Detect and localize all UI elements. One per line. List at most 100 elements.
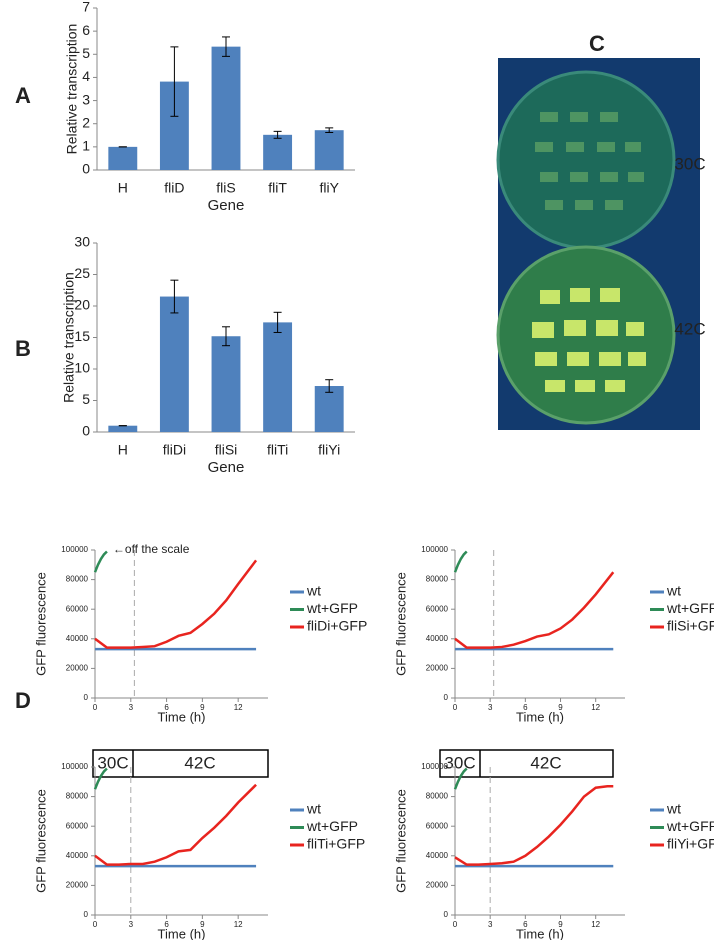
plate-image — [496, 58, 700, 430]
legend-label: fliDi+GFP — [307, 618, 367, 634]
x-axis-title: Time (h) — [158, 709, 206, 724]
y-tick-label: 0 — [84, 910, 89, 919]
x-tick-label: fliTi — [267, 442, 288, 458]
bar — [314, 386, 344, 432]
timeline-box — [439, 749, 614, 778]
y-axis-title: GFP fluorescence — [33, 789, 48, 893]
y-axis-title: Relative transcription — [64, 24, 80, 155]
y-tick-label: 0 — [82, 161, 90, 177]
timeline-label: 30C — [444, 753, 475, 772]
bar — [211, 336, 241, 432]
y-axis-title: GFP fluorescence — [33, 572, 48, 676]
y-tick-label: 60000 — [66, 604, 89, 613]
x-tick-label: 6 — [164, 920, 169, 929]
y-tick-label: 10 — [74, 360, 90, 376]
data-line — [94, 783, 257, 866]
y-axis-title: GFP fluorescence — [393, 572, 408, 676]
legend-label: fliYi+GFP — [667, 836, 714, 852]
y-tick-label: 60000 — [66, 821, 89, 830]
bar — [159, 296, 189, 432]
condition-label: 30C — [674, 154, 705, 173]
x-tick-label: H — [118, 442, 128, 458]
legend-label: wt — [666, 801, 681, 817]
legend-label: wt+GFP — [306, 818, 358, 834]
y-tick-label: 60000 — [426, 604, 449, 613]
legend-label: fliSi+GFP — [667, 618, 714, 634]
legend-label: fliTi+GFP — [307, 836, 365, 852]
y-axis-title: Relative transcription — [61, 272, 77, 403]
y-tick-label: 2 — [82, 114, 90, 130]
legend-label: wt+GFP — [666, 818, 714, 834]
panel-label: D — [15, 688, 31, 713]
legend-label: wt+GFP — [666, 600, 714, 616]
y-tick-label: 20000 — [426, 664, 449, 673]
y-tick-label: 40000 — [426, 851, 449, 860]
y-tick-label: 100000 — [61, 545, 88, 554]
y-tick-label: 40000 — [66, 634, 89, 643]
y-tick-label: 4 — [82, 68, 90, 84]
y-tick-label: 15 — [74, 328, 90, 344]
x-tick-label: fliD — [164, 180, 184, 196]
y-tick-label: 0 — [84, 693, 89, 702]
x-tick-label: 3 — [129, 920, 134, 929]
x-tick-label: fliDi — [163, 442, 186, 458]
x-tick-label: 12 — [234, 920, 243, 929]
x-tick-label: 9 — [558, 703, 563, 712]
x-tick-label: fliS — [216, 180, 235, 196]
y-tick-label: 40000 — [66, 851, 89, 860]
y-tick-label: 40000 — [426, 634, 449, 643]
bar — [263, 134, 293, 170]
y-tick-label: 80000 — [66, 575, 89, 584]
y-tick-label: 100000 — [421, 545, 448, 554]
timeline-label: 42C — [184, 753, 215, 772]
y-tick-label: 5 — [82, 45, 90, 61]
data-line — [94, 559, 258, 649]
data-line — [93, 767, 108, 790]
x-axis-title: Gene — [208, 459, 245, 476]
timeline: 30C 42C — [439, 749, 614, 778]
panel-label: A — [15, 83, 31, 108]
y-tick-label: 20 — [74, 297, 90, 313]
x-axis-title: Time (h) — [516, 926, 564, 940]
y-tick-label: 60000 — [426, 821, 449, 830]
x-tick-label: 3 — [488, 920, 493, 929]
y-tick-label: 5 — [82, 391, 90, 407]
x-tick-label: 12 — [591, 703, 600, 712]
y-axis-title: GFP fluorescence — [393, 789, 408, 893]
bar — [314, 130, 344, 170]
x-tick-label: 9 — [200, 920, 205, 929]
timeline-box — [92, 749, 269, 778]
x-tick-label: 6 — [523, 920, 528, 929]
plate-top — [496, 70, 676, 250]
data-line — [454, 784, 614, 866]
y-tick-label: 80000 — [426, 575, 449, 584]
y-tick-label: 1 — [82, 138, 90, 154]
x-tick-label: 6 — [164, 703, 169, 712]
y-tick-label: 80000 — [426, 792, 449, 801]
colonies-top — [535, 112, 644, 210]
data-line — [453, 767, 468, 790]
timeline: 30C 42C — [92, 749, 269, 778]
x-axis-title: Time (h) — [158, 926, 206, 940]
condition-label: 42C — [674, 319, 705, 338]
x-tick-label: 3 — [488, 703, 493, 712]
x-tick-label: H — [118, 180, 128, 196]
x-tick-label: 6 — [523, 703, 528, 712]
y-tick-label: 0 — [444, 693, 449, 702]
x-axis-title: Time (h) — [516, 709, 564, 724]
x-tick-label: 12 — [591, 920, 600, 929]
bar — [263, 322, 293, 432]
y-tick-label: 20000 — [426, 881, 449, 890]
y-tick-label: 25 — [74, 265, 90, 281]
annotation: ←off the scale — [113, 542, 190, 556]
y-tick-label: 20000 — [66, 664, 89, 673]
y-tick-label: 0 — [444, 910, 449, 919]
timeline-label: 42C — [530, 753, 561, 772]
x-tick-label: 12 — [234, 703, 243, 712]
legend-label: wt+GFP — [306, 600, 358, 616]
x-tick-label: 0 — [453, 703, 458, 712]
bar — [108, 146, 138, 170]
x-tick-label: 9 — [558, 920, 563, 929]
data-line — [454, 571, 615, 649]
